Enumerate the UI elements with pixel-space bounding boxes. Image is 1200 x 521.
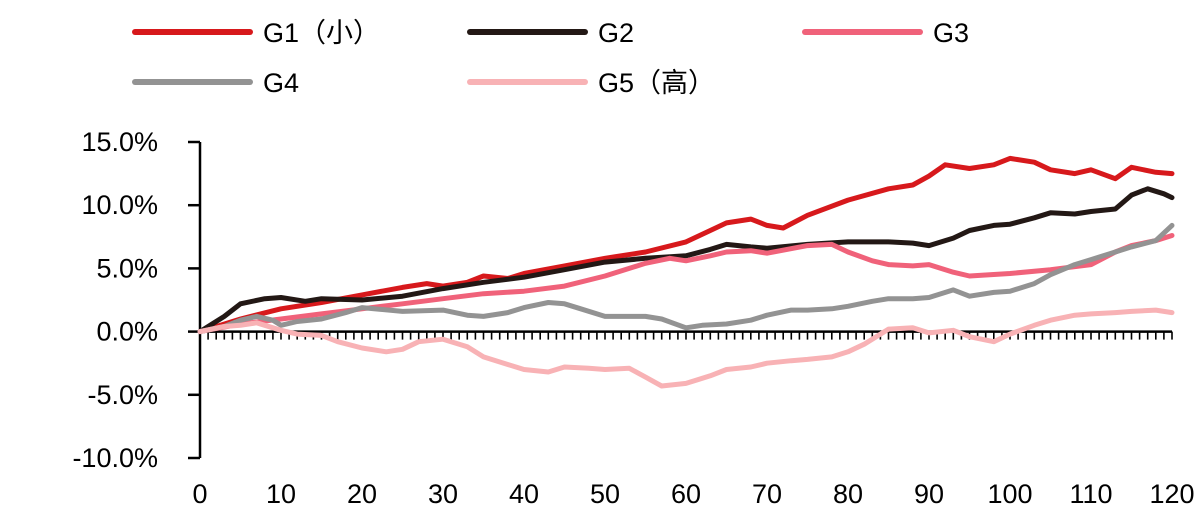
x-tick-label: 20: [347, 479, 377, 509]
y-tick-label: -10.0%: [72, 443, 158, 473]
series-line-2: [197, 186, 1175, 335]
x-tick-label: 90: [914, 479, 944, 509]
x-tick-label: 80: [833, 479, 863, 509]
x-tick-label: 120: [1149, 479, 1194, 509]
y-tick-label: 5.0%: [96, 253, 158, 283]
x-tick-label: 30: [428, 479, 458, 509]
series-line-1: [197, 155, 1175, 335]
y-tick-label: 15.0%: [81, 127, 158, 157]
y-tick-label: 0.0%: [96, 317, 158, 347]
x-tick-label: 100: [987, 479, 1032, 509]
x-tick-label: 40: [509, 479, 539, 509]
x-tick-label: 60: [671, 479, 701, 509]
legend-label: G1（小）: [263, 18, 380, 48]
y-tick-label: 10.0%: [81, 190, 158, 220]
legend-item-2: G2: [467, 18, 634, 48]
series-line-4: [197, 222, 1175, 335]
x-tick-label: 10: [266, 479, 296, 509]
y-tick-label: -5.0%: [87, 380, 158, 410]
x-tick-label: 70: [752, 479, 782, 509]
legend-item-3: G3: [802, 18, 969, 48]
x-tick-label: 0: [192, 479, 207, 509]
legend-label: G2: [598, 18, 634, 48]
x-tick-label: 110: [1069, 479, 1112, 509]
axes: 15.0% 10.0% 5.0% 0.0% -5.0% -10.0% 0 10 20 30 40 50…: [72, 127, 1194, 509]
series-line-3: [197, 233, 1175, 335]
series-line-5: [197, 307, 1175, 389]
legend-item-1: G1（小）: [132, 18, 380, 48]
legend-item-5: G5（高）: [467, 68, 715, 98]
legend-label: G5（高）: [598, 68, 715, 98]
legend-item-4: G4: [132, 68, 299, 98]
x-tick-label: 50: [590, 479, 620, 509]
legend-label: G3: [933, 18, 969, 48]
legend: G1（小） G2 G3 G4 G5（高）: [132, 18, 969, 98]
series-lines: [197, 155, 1175, 389]
legend-label: G4: [263, 68, 299, 98]
